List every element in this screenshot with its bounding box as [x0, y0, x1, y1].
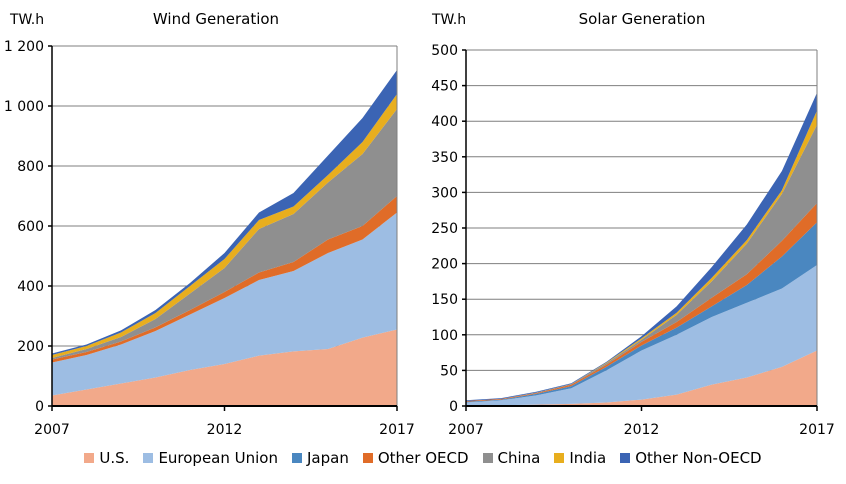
solar-ytick-label: 400: [431, 114, 458, 130]
wind-ytick-label: 600: [17, 219, 44, 235]
legend-swatch: [292, 453, 302, 463]
solar-ytick-label: 350: [431, 150, 458, 166]
legend-label: China: [497, 449, 541, 467]
legend-label: India: [569, 449, 607, 467]
solar-xtick-label: 2012: [624, 422, 660, 438]
legend-item: China: [482, 449, 541, 467]
legend: U.S. European Union Japan Other OECD Chi…: [0, 449, 846, 467]
legend-label: Other OECD: [377, 449, 469, 467]
solar-ytick-label: 150: [431, 292, 458, 308]
wind-ytick-label: 800: [17, 159, 44, 175]
wind-area-china: [52, 109, 397, 360]
legend-label: U.S.: [99, 449, 130, 467]
solar-area-china: [466, 124, 817, 402]
legend-label: European Union: [158, 449, 278, 467]
legend-swatch: [143, 453, 154, 463]
legend-item: India: [554, 449, 606, 467]
solar-ytick-label: 200: [431, 257, 458, 273]
solar-ylabel: TW.h: [431, 12, 466, 28]
wind-xtick-label: 2012: [207, 422, 243, 438]
solar-ytick-label: 0: [449, 399, 458, 415]
wind-ytick-label: 1 000: [4, 99, 44, 115]
solar-area-u-s-: [466, 350, 817, 406]
wind-title: Wind Generation: [153, 10, 279, 28]
solar-ytick-label: 300: [431, 185, 458, 201]
solar-area-european-union: [466, 265, 817, 406]
wind-ytick-label: 400: [17, 279, 44, 295]
solar-ytick-label: 450: [431, 79, 458, 95]
legend-item: Other Non-OECD: [620, 449, 762, 467]
legend-swatch: [362, 453, 373, 463]
wind-area-u-s-: [52, 329, 397, 406]
solar-title: Solar Generation: [579, 10, 706, 28]
legend-swatch: [482, 453, 493, 463]
legend-item: U.S.: [84, 449, 129, 467]
legend-swatch: [84, 453, 95, 463]
legend-item: Other OECD: [362, 449, 469, 467]
wind-ytick-label: 1 200: [4, 39, 44, 55]
solar-ytick-label: 250: [431, 221, 458, 237]
solar-ytick-label: 500: [431, 43, 458, 59]
legend-label: Other Non-OECD: [635, 449, 762, 467]
legend-item: European Union: [143, 449, 278, 467]
solar-ytick-label: 100: [431, 328, 458, 344]
legend-item: Japan: [292, 449, 349, 467]
wind-xtick-label: 2017: [379, 422, 415, 438]
wind-area-european-union: [52, 212, 397, 396]
legend-swatch: [620, 453, 631, 463]
solar-ytick-label: 50: [440, 363, 458, 379]
wind-ytick-label: 0: [35, 399, 44, 415]
wind-xtick-label: 2007: [34, 422, 70, 438]
legend-label: Japan: [307, 449, 349, 467]
solar-xtick-label: 2017: [799, 422, 835, 438]
solar-xtick-label: 2007: [448, 422, 484, 438]
wind-ytick-label: 200: [17, 339, 44, 355]
legend-swatch: [554, 453, 565, 463]
wind-ylabel: TW.h: [9, 12, 44, 28]
charts-canvas: TW.h Wind Generation TW.h Solar Generati…: [4, 10, 835, 438]
